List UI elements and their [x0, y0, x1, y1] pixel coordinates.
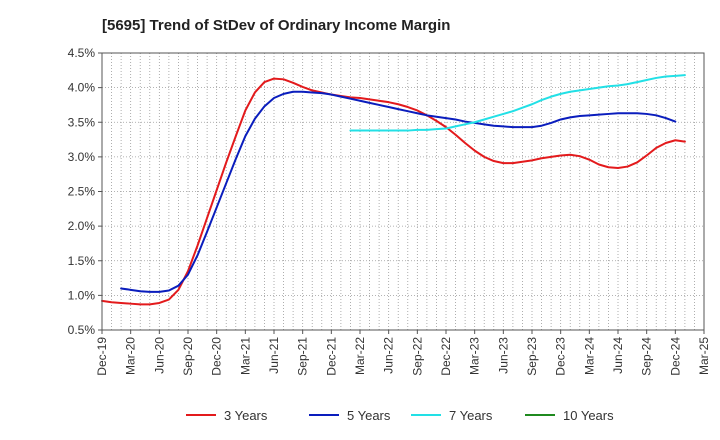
x-tick-label: Jun-22	[382, 337, 396, 374]
y-tick-label: 2.0%	[68, 219, 96, 233]
x-tick-label: Jun-21	[267, 337, 281, 374]
x-tick-label: Mar-24	[582, 337, 596, 375]
x-tick-label: Jun-24	[611, 337, 625, 374]
grid	[101, 52, 705, 331]
x-tick-label: Sep-22	[410, 337, 424, 376]
series-line-5-years	[120, 90, 677, 293]
legend: 3 Years 5 Years 7 Years 10 Years	[186, 408, 614, 423]
series-line-7-years	[349, 74, 686, 132]
x-axis-ticks: Dec-19 Mar-20 Jun-20 Sep-20 Dec-20 Mar-21 Jun-…	[95, 330, 711, 376]
x-tick-label: Mar-20	[124, 337, 138, 375]
y-tick-label: 1.0%	[68, 288, 96, 302]
x-tick-label: Dec-23	[554, 337, 568, 376]
y-tick-label: 0.5%	[68, 323, 96, 337]
y-tick-label: 2.5%	[68, 185, 96, 199]
x-tick-label: Jun-23	[496, 337, 510, 374]
x-tick-label: Mar-22	[353, 337, 367, 375]
y-tick-label: 1.5%	[68, 254, 96, 268]
legend-label: 3 Years	[224, 408, 268, 423]
x-tick-label: Dec-24	[668, 337, 682, 376]
y-tick-label: 3.0%	[68, 150, 96, 164]
x-tick-label: Sep-21	[296, 337, 310, 376]
legend-label: 5 Years	[347, 408, 391, 423]
x-tick-label: Mar-23	[468, 337, 482, 375]
y-tick-label: 3.5%	[68, 115, 96, 129]
legend-label: 10 Years	[563, 408, 614, 423]
series-layer	[101, 74, 686, 306]
x-tick-label: Sep-24	[640, 337, 654, 376]
y-axis-ticks: 0.5% 1.0% 1.5% 2.0% 2.5% 3.0% 3.5% 4.0% 4.5%	[68, 46, 102, 337]
y-tick-label: 4.0%	[68, 81, 96, 95]
x-tick-label: Dec-19	[95, 337, 109, 376]
x-tick-label: Mar-21	[238, 337, 252, 375]
x-tick-label: Dec-21	[324, 337, 338, 376]
x-tick-label: Sep-20	[181, 337, 195, 376]
series-line-3-years	[101, 77, 686, 306]
chart-title: [5695] Trend of StDev of Ordinary Income…	[102, 17, 450, 34]
x-tick-label: Mar-25	[697, 337, 711, 375]
legend-label: 7 Years	[449, 408, 493, 423]
x-tick-label: Dec-22	[439, 337, 453, 376]
x-tick-label: Dec-20	[210, 337, 224, 376]
x-tick-label: Sep-23	[525, 337, 539, 376]
x-tick-label: Jun-20	[152, 337, 166, 374]
y-tick-label: 4.5%	[68, 46, 96, 60]
